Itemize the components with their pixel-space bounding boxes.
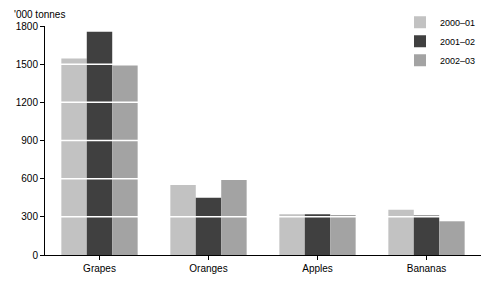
svg-text:2001–02: 2001–02 [440,37,475,47]
svg-text:2000–01: 2000–01 [440,18,475,28]
svg-text:300: 300 [21,211,38,222]
svg-text:2002–03: 2002–03 [440,56,475,66]
svg-text:900: 900 [21,135,38,146]
svg-text:1200: 1200 [16,97,39,108]
svg-text:Apples: Apples [302,263,333,274]
svg-text:Grapes: Grapes [83,263,116,274]
svg-text:Bananas: Bananas [407,263,446,274]
svg-text:0: 0 [32,250,38,261]
svg-text:Oranges: Oranges [189,263,227,274]
svg-text:600: 600 [21,173,38,184]
svg-text:'000 tonnes: '000 tonnes [14,9,65,20]
svg-text:1800: 1800 [16,21,39,32]
svg-text:1500: 1500 [16,59,39,70]
